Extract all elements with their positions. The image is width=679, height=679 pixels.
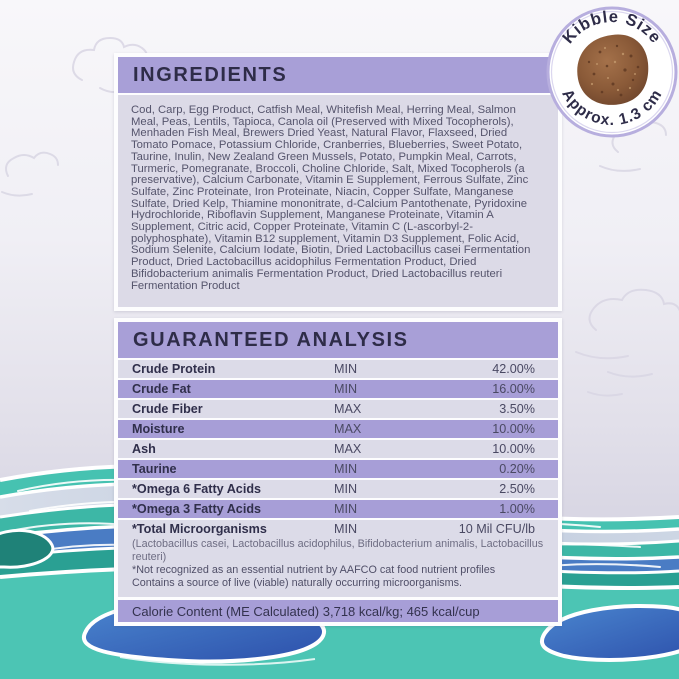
analysis-title: GUARANTEED ANALYSIS: [118, 322, 558, 358]
table-row: *Omega 6 Fatty Acids MIN 2.50%: [118, 480, 558, 498]
nutrient-basis: MAX: [334, 422, 362, 436]
live-microorganisms-footnote: Contains a source of live (viable) natur…: [132, 577, 463, 589]
ingredients-title: INGREDIENTS: [118, 57, 558, 93]
ingredients-panel: INGREDIENTS Cod, Carp, Egg Product, Catf…: [114, 53, 562, 312]
table-row: Crude Protein MIN 42.00%: [118, 360, 558, 378]
kibble-size-badge: Kibble Size Approx. 1.3 cm: [545, 4, 679, 140]
microorganisms-detail: (Lactobacillus casei, Lactobacillus acid…: [132, 538, 544, 563]
microorganisms-section: *Total Microorganisms MIN 10 Mil CFU/lb …: [118, 520, 558, 597]
nutrient-value: 10.00%: [492, 422, 535, 436]
table-row: Crude Fat MIN 16.00%: [118, 380, 558, 398]
nutrient-value: 10 Mil CFU/lb: [458, 522, 535, 536]
nutrient-basis: MIN: [334, 462, 358, 476]
nutrient-value: 42.00%: [492, 362, 535, 376]
guaranteed-analysis-panel: GUARANTEED ANALYSIS Crude Protein MIN 42…: [114, 318, 562, 626]
nutrient-basis: MAX: [334, 402, 362, 416]
nutrient-value: 16.00%: [492, 382, 535, 396]
table-row: *Total Microorganisms MIN 10 Mil CFU/lb: [118, 520, 558, 538]
nutrient-value: 1.00%: [499, 502, 535, 516]
nutrient-basis: MIN: [334, 482, 358, 496]
nutrient-value: 2.50%: [499, 482, 535, 496]
nutrient-name: *Total Microorganisms: [132, 522, 267, 536]
nutrient-name: Ash: [132, 442, 156, 456]
nutrient-name: Moisture: [132, 422, 185, 436]
table-row: Ash MAX 10.00%: [118, 440, 558, 458]
calorie-content-bar: Calorie Content (ME Calculated) 3,718 kc…: [118, 600, 558, 622]
aafco-footnote: *Not recognized as an essential nutrient…: [132, 564, 496, 576]
nutrient-basis: MIN: [334, 522, 358, 536]
nutrient-value: 10.00%: [492, 442, 535, 456]
table-row: Taurine MIN 0.20%: [118, 460, 558, 478]
nutrient-name: Crude Protein: [132, 362, 216, 376]
table-row: Moisture MAX 10.00%: [118, 420, 558, 438]
nutrient-name: *Omega 6 Fatty Acids: [132, 482, 262, 496]
table-row: *Omega 3 Fatty Acids MIN 1.00%: [118, 500, 558, 518]
table-row: Crude Fiber MAX 3.50%: [118, 400, 558, 418]
ingredients-text: Cod, Carp, Egg Product, Catfish Meal, Wh…: [118, 95, 558, 308]
nutrient-basis: MIN: [334, 502, 358, 516]
nutrient-basis: MIN: [334, 382, 358, 396]
nutrient-name: Crude Fat: [132, 382, 191, 396]
nutrient-name: *Omega 3 Fatty Acids: [132, 502, 262, 516]
analysis-table: Crude Protein MIN 42.00% Crude Fat MIN 1…: [118, 360, 558, 597]
nutrient-basis: MIN: [334, 362, 358, 376]
kibble-photo-icon: [577, 34, 649, 105]
nutrient-value: 3.50%: [499, 402, 535, 416]
nutrient-value: 0.20%: [499, 462, 535, 476]
nutrient-name: Taurine: [132, 462, 177, 476]
nutrient-basis: MAX: [334, 442, 362, 456]
nutrient-name: Crude Fiber: [132, 402, 203, 416]
